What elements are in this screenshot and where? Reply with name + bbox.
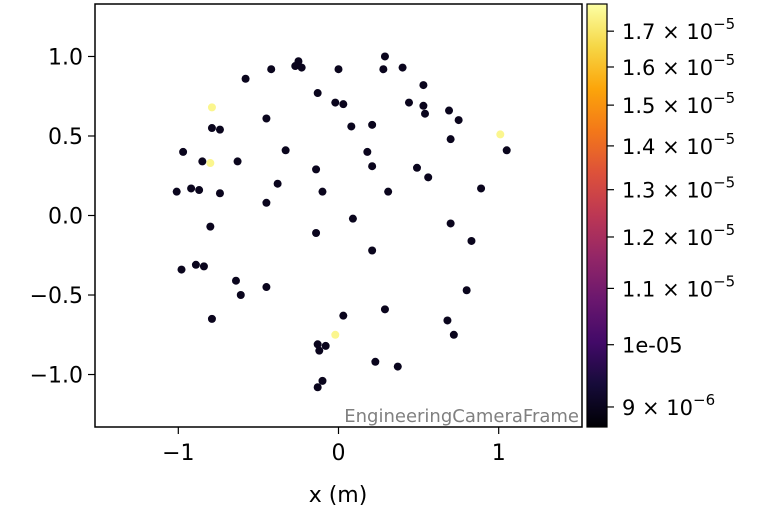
y-tick-label: 1.0 — [48, 45, 83, 70]
data-point — [315, 346, 324, 355]
data-points — [172, 52, 511, 392]
data-point — [446, 135, 455, 144]
data-point — [231, 276, 240, 285]
data-point — [496, 130, 505, 139]
data-point — [331, 98, 340, 107]
data-point — [334, 65, 343, 74]
data-point — [348, 214, 357, 223]
x-tick-label: 0 — [332, 441, 346, 466]
data-point — [398, 63, 407, 72]
data-point — [191, 260, 200, 269]
data-point — [172, 187, 181, 196]
data-point — [371, 357, 380, 366]
data-point — [207, 124, 216, 133]
data-point — [339, 100, 348, 109]
data-point — [187, 184, 196, 193]
data-point — [207, 103, 216, 112]
data-point — [380, 305, 389, 314]
data-point — [331, 330, 340, 339]
x-axis-label: x (m) — [309, 483, 368, 508]
y-tick-label: 0.5 — [48, 125, 83, 150]
colorbar-tick-label: 9 × 10−6 — [622, 391, 715, 420]
y-tick-label: 0.0 — [48, 205, 83, 230]
y-axis: 1.0 0.5 0.0 −0.5 −1.0 — [30, 45, 95, 389]
colorbar-tick-label: 1.5 × 10−5 — [622, 89, 735, 118]
colorbar — [586, 3, 608, 428]
data-point — [393, 362, 402, 371]
data-point — [179, 147, 188, 156]
data-point — [419, 101, 428, 110]
data-point — [273, 179, 282, 188]
colorbar-axis: 1.7 × 10−5 1.6 × 10−5 1.5 × 10−5 1.4 × 10−5… — [607, 15, 735, 420]
data-point — [462, 286, 471, 295]
data-point — [339, 311, 348, 320]
data-point — [318, 187, 327, 196]
data-point — [291, 62, 300, 71]
data-point — [267, 65, 276, 74]
colorbar-tick-label: 1.6 × 10−5 — [622, 51, 735, 80]
y-tick-label: −0.5 — [30, 284, 83, 309]
data-point — [424, 173, 433, 182]
data-point — [368, 162, 377, 171]
colorbar-tick-label: 1.2 × 10−5 — [622, 221, 735, 250]
data-point — [467, 236, 476, 245]
data-point — [262, 283, 271, 292]
data-point — [318, 376, 327, 385]
x-axis: −1 0 1 — [162, 427, 506, 466]
data-point — [177, 265, 186, 274]
data-point — [198, 157, 207, 166]
data-point — [262, 198, 271, 207]
colorbar-tick-label: 1.7 × 10−5 — [622, 15, 735, 44]
data-point — [379, 65, 388, 74]
data-point — [347, 122, 356, 131]
data-point — [446, 219, 455, 228]
x-tick-label: −1 — [162, 441, 194, 466]
data-point — [313, 383, 322, 392]
data-point — [195, 186, 204, 195]
data-point — [215, 125, 224, 134]
data-point — [206, 222, 215, 231]
data-point — [313, 89, 322, 98]
data-point — [312, 228, 321, 237]
data-point — [321, 341, 330, 350]
data-point — [233, 157, 242, 166]
data-point — [445, 106, 454, 115]
data-point — [312, 165, 321, 174]
colorbar-tick-label: 1e-05 — [622, 334, 683, 358]
data-point — [368, 120, 377, 129]
data-point — [380, 52, 389, 61]
data-point — [262, 114, 271, 123]
data-point — [313, 340, 322, 349]
data-point — [454, 116, 463, 125]
data-point — [281, 146, 290, 155]
data-point — [199, 262, 208, 271]
watermark-text: EngineeringCameraFrame — [344, 406, 579, 427]
data-point — [206, 159, 215, 168]
colorbar-tick-label: 1.1 × 10−5 — [622, 272, 735, 301]
data-point — [477, 184, 486, 193]
data-point — [207, 314, 216, 323]
data-point — [215, 189, 224, 198]
y-tick-label: −1.0 — [30, 364, 83, 389]
data-point — [404, 98, 413, 107]
x-tick-label: 1 — [492, 441, 506, 466]
data-point — [421, 109, 430, 118]
data-point — [368, 246, 377, 255]
data-point — [363, 147, 372, 156]
data-point — [449, 330, 458, 339]
data-point — [297, 63, 306, 72]
colorbar-tick-label: 1.4 × 10−5 — [622, 130, 735, 159]
data-point — [502, 146, 511, 155]
data-point — [236, 291, 245, 300]
data-point — [384, 187, 393, 196]
colorbar-tick-label: 1.3 × 10−5 — [622, 174, 735, 203]
data-point — [443, 316, 452, 325]
data-point — [241, 74, 250, 83]
data-point — [412, 163, 421, 172]
plot-area — [94, 3, 583, 428]
data-point — [419, 81, 428, 90]
